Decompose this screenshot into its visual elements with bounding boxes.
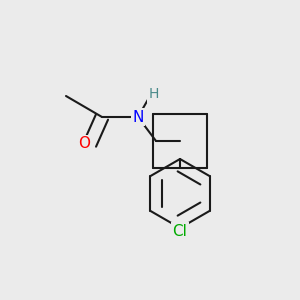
- Text: O: O: [79, 136, 91, 152]
- Text: H: H: [148, 88, 159, 101]
- Text: N: N: [132, 110, 144, 124]
- Text: Cl: Cl: [172, 224, 188, 238]
